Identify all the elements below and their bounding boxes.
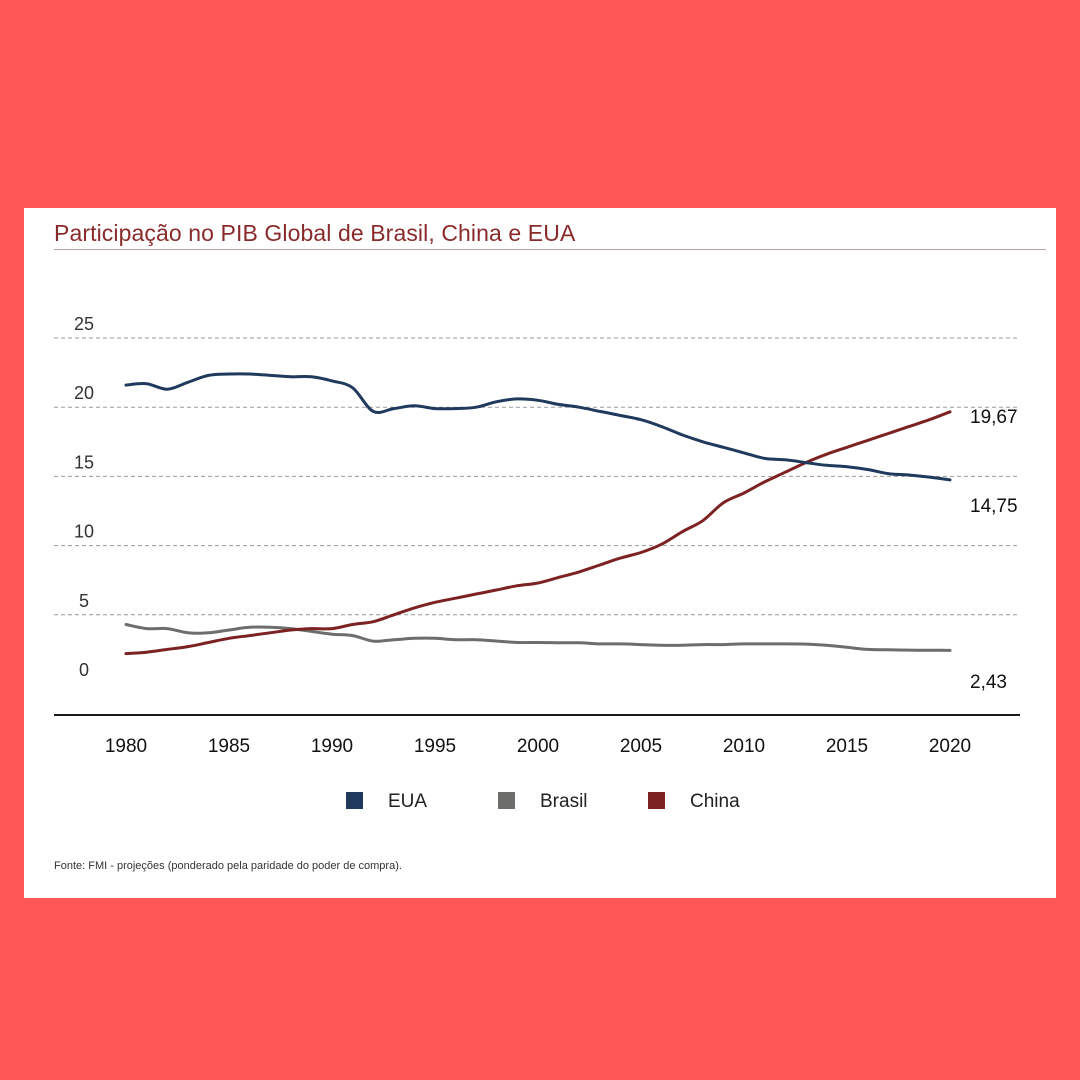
chart-title: Participação no PIB Global de Brasil, Ch… xyxy=(54,220,576,246)
chart-card: Participação no PIB Global de Brasil, Ch… xyxy=(24,208,1056,898)
y-tick-label-15: 15 xyxy=(74,452,94,472)
x-tick-label-1995: 1995 xyxy=(414,736,456,757)
legend-label-brasil: Brasil xyxy=(540,791,588,812)
x-tick-label-2000: 2000 xyxy=(517,736,559,757)
x-tick-label-2015: 2015 xyxy=(826,736,868,757)
y-tick-label-20: 20 xyxy=(74,383,94,403)
y-tick-label-25: 25 xyxy=(74,314,94,334)
x-tick-label-1985: 1985 xyxy=(208,736,250,757)
end-label-china: 19,67 xyxy=(970,407,1018,428)
x-tick-label-1980: 1980 xyxy=(105,736,147,757)
y-tick-label-5: 5 xyxy=(79,591,89,611)
y-tick-label-10: 10 xyxy=(74,522,94,542)
series-line-china xyxy=(124,410,952,656)
source-note: Fonte: FMI - projeções (ponderado pela p… xyxy=(54,860,402,872)
series-line-eua xyxy=(124,372,952,482)
y-tick-label-0: 0 xyxy=(79,660,89,680)
chart-svg: 0 5 10 15 20 25 1980 1985 1990 1995 2000 2005 2010 20… xyxy=(54,314,1020,812)
x-tick-label-2005: 2005 xyxy=(620,736,662,757)
x-tick-label-2020: 2020 xyxy=(929,736,971,757)
legend-swatch-china xyxy=(648,792,665,809)
series-line-brasil xyxy=(124,623,952,652)
legend-label-eua: EUA xyxy=(388,791,427,812)
legend-swatch-eua xyxy=(346,792,363,809)
legend-label-china: China xyxy=(690,791,740,812)
legend-swatch-brasil xyxy=(498,792,515,809)
end-label-brasil: 2,43 xyxy=(970,672,1007,693)
end-label-eua: 14,75 xyxy=(970,496,1018,517)
x-tick-label-2010: 2010 xyxy=(723,736,765,757)
title-divider xyxy=(54,249,1046,250)
x-tick-label-1990: 1990 xyxy=(311,736,353,757)
